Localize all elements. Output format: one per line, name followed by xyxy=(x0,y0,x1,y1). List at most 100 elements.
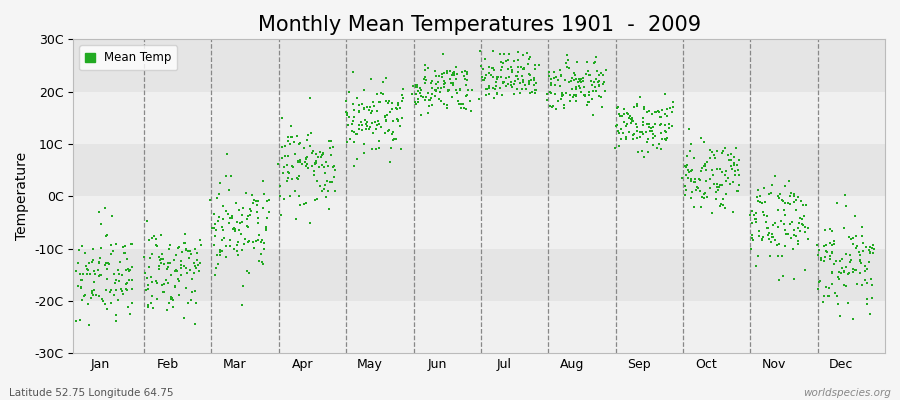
Point xyxy=(183,248,197,254)
Point xyxy=(364,76,378,82)
Point xyxy=(81,260,95,267)
Point xyxy=(352,109,366,116)
Point xyxy=(481,86,495,92)
Point xyxy=(225,214,239,221)
Point xyxy=(392,105,407,111)
Point xyxy=(662,104,677,111)
Point xyxy=(425,77,439,84)
Point xyxy=(174,272,188,278)
Point xyxy=(211,218,225,224)
Point xyxy=(553,67,567,73)
Point xyxy=(658,122,672,128)
Point xyxy=(410,88,425,94)
Point xyxy=(357,105,372,112)
Point xyxy=(248,238,263,244)
Y-axis label: Temperature: Temperature xyxy=(15,152,29,240)
Point xyxy=(446,82,460,88)
Point xyxy=(352,108,366,114)
Point xyxy=(464,108,478,114)
Point xyxy=(145,279,159,285)
Point xyxy=(366,103,381,110)
Point xyxy=(658,128,672,134)
Point xyxy=(863,310,878,317)
Point xyxy=(540,97,554,104)
Point xyxy=(328,166,342,173)
Point xyxy=(752,187,766,193)
Point xyxy=(188,300,202,306)
Point xyxy=(284,141,298,147)
Point xyxy=(230,248,244,254)
Point xyxy=(115,244,130,250)
Point xyxy=(776,198,790,204)
Point xyxy=(532,62,546,68)
Point xyxy=(784,235,798,241)
Point xyxy=(724,162,739,169)
Point xyxy=(424,80,438,87)
Point xyxy=(658,91,672,98)
Point xyxy=(762,191,777,197)
Point xyxy=(688,187,703,194)
Point xyxy=(446,72,461,78)
Point xyxy=(219,243,233,249)
Point xyxy=(137,254,151,261)
Point xyxy=(478,74,492,81)
Bar xyxy=(74,196,885,248)
Point xyxy=(99,233,113,240)
Point xyxy=(312,182,327,189)
Point xyxy=(458,76,473,82)
Point xyxy=(420,64,435,71)
Point xyxy=(482,70,497,76)
Point xyxy=(693,168,707,174)
Point xyxy=(852,257,867,264)
Point xyxy=(346,69,361,76)
Point xyxy=(501,66,516,72)
Point xyxy=(215,236,230,243)
Point xyxy=(217,235,231,242)
Point xyxy=(457,73,472,79)
Point xyxy=(842,300,856,306)
Point xyxy=(168,284,183,290)
Point xyxy=(252,258,266,264)
Point xyxy=(509,73,524,80)
Point xyxy=(164,271,178,278)
Point xyxy=(251,198,266,204)
Point xyxy=(728,168,742,174)
Point xyxy=(865,242,879,248)
Point xyxy=(140,218,154,224)
Point xyxy=(109,312,123,318)
Point xyxy=(354,119,368,125)
Point xyxy=(553,82,567,89)
Point xyxy=(280,134,294,140)
Point xyxy=(491,74,506,80)
Point xyxy=(665,109,680,116)
Point xyxy=(80,271,94,278)
Point xyxy=(281,169,295,175)
Point xyxy=(460,69,474,76)
Point xyxy=(830,200,844,206)
Bar xyxy=(74,39,885,92)
Point xyxy=(438,80,453,86)
Point xyxy=(706,152,721,158)
Point xyxy=(697,190,711,197)
Point xyxy=(596,81,610,87)
Point xyxy=(626,135,640,142)
Point xyxy=(725,166,740,172)
Point xyxy=(658,110,672,117)
Point xyxy=(500,65,515,72)
Point xyxy=(289,216,303,222)
Point xyxy=(551,98,565,104)
Point xyxy=(512,79,526,86)
Point xyxy=(478,56,492,62)
Point xyxy=(646,124,661,131)
Point xyxy=(384,145,399,152)
Point xyxy=(635,115,650,122)
Point xyxy=(324,138,338,144)
Point xyxy=(573,84,588,91)
Point xyxy=(749,210,763,216)
Point xyxy=(303,220,318,226)
Point xyxy=(823,256,837,262)
Point xyxy=(413,84,428,91)
Point xyxy=(379,75,393,82)
Point xyxy=(652,109,667,115)
Point xyxy=(505,84,519,90)
